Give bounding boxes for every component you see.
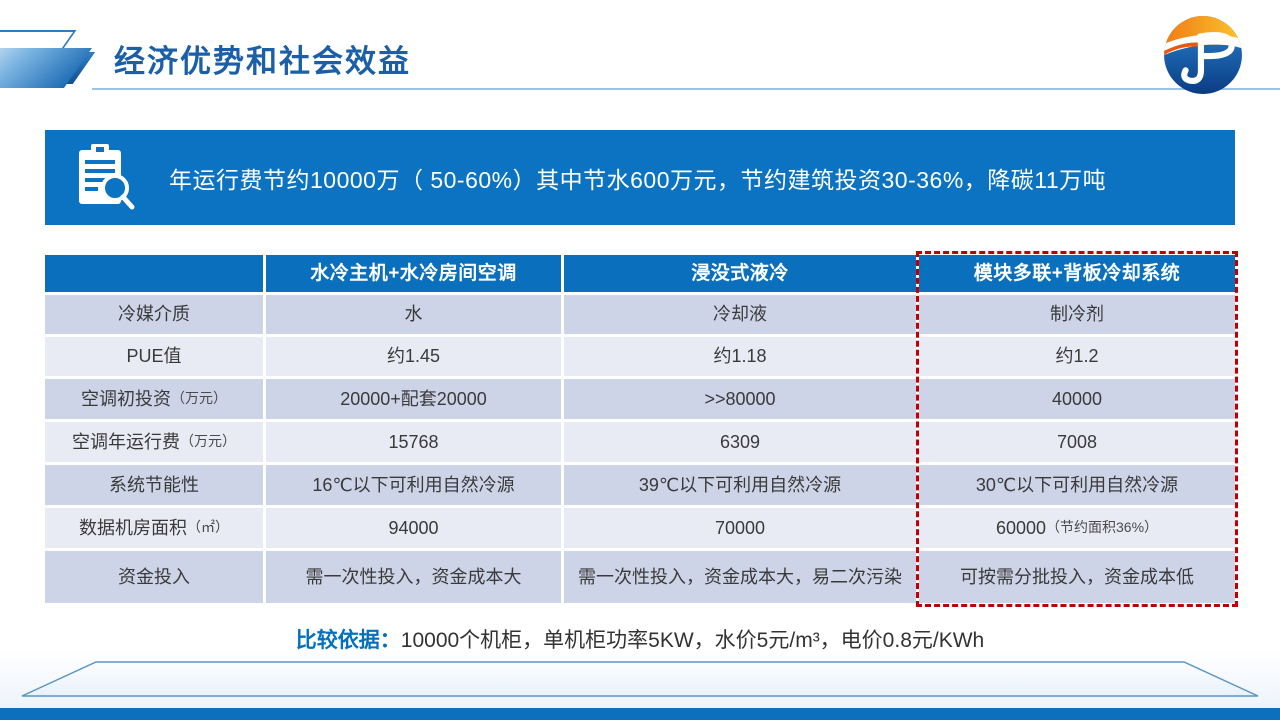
table-cell: 7008 <box>919 422 1235 462</box>
table-cell: 约1.2 <box>919 337 1235 376</box>
row-label: PUE值 <box>45 337 263 376</box>
table-cell: >>80000 <box>564 379 916 419</box>
row-label: 资金投入 <box>45 551 263 603</box>
banner-text: 年运行费节约10000万（ 50-60%）其中节水600万元，节约建筑投资30-… <box>169 166 1107 193</box>
table-cell: 39℃以下可利用自然冷源 <box>564 465 916 505</box>
table-cell: 70000 <box>564 508 916 548</box>
comparison-basis-label: 比较依据： <box>295 629 401 652</box>
table-header-water-cooled: 水冷主机+水冷房间空调 <box>266 255 561 292</box>
table-header-empty <box>45 255 263 292</box>
table-cell: 30℃以下可利用自然冷源 <box>919 465 1235 505</box>
bottom-blue-bar <box>0 708 1280 720</box>
comparison-table: 水冷主机+水冷房间空调 浸没式液冷 模块多联+背板冷却系统 冷媒介质 水 冷却液… <box>45 251 1238 607</box>
row-label: 系统节能性 <box>45 465 263 505</box>
row-label: 空调年运行费 （万元） <box>45 422 263 462</box>
table-cell: 94000 <box>266 508 561 548</box>
table-cell: 需一次性投入，资金成本大，易二次污染 <box>564 551 916 603</box>
table-cell: 40000 <box>919 379 1235 419</box>
page-title: 经济优势和社会效益 <box>114 44 411 79</box>
table-cell: 20000+配套20000 <box>266 379 561 419</box>
company-logo-icon <box>1162 14 1244 96</box>
comparison-basis-text: 10000个机柜，单机柜功率5KW，水价5元/m³，电价0.8元/KWh <box>400 629 985 652</box>
table-cell: 制冷剂 <box>919 295 1235 334</box>
bottom-trapezoid-shape <box>0 656 1280 704</box>
table-cell: 约1.45 <box>266 337 561 376</box>
table-cell: 16℃以下可利用自然冷源 <box>266 465 561 505</box>
table-cell: 6309 <box>564 422 916 462</box>
row-label: 数据机房面积 （㎡） <box>45 508 263 548</box>
table-cell: 60000 （节约面积36%） <box>919 508 1235 548</box>
comparison-basis: 比较依据：10000个机柜，单机柜功率5KW，水价5元/m³，电价0.8元/KW… <box>0 624 1280 654</box>
title-underline-rule <box>92 88 1280 90</box>
table-cell: 15768 <box>266 422 561 462</box>
row-label: 空调初投资 （万元） <box>45 379 263 419</box>
table-cell: 水 <box>266 295 561 334</box>
table-cell: 冷却液 <box>564 295 916 334</box>
clipboard-search-icon <box>71 140 137 215</box>
table-header-modular-highlighted: 模块多联+背板冷却系统 <box>919 255 1235 292</box>
table-cell: 约1.18 <box>564 337 916 376</box>
table-cell: 需一次性投入，资金成本大 <box>266 551 561 603</box>
table-cell: 可按需分批投入，资金成本低 <box>919 551 1235 603</box>
table-header-immersion: 浸没式液冷 <box>564 255 916 292</box>
row-label: 冷媒介质 <box>45 295 263 334</box>
key-message-banner: 年运行费节约10000万（ 50-60%）其中节水600万元，节约建筑投资30-… <box>45 130 1235 225</box>
